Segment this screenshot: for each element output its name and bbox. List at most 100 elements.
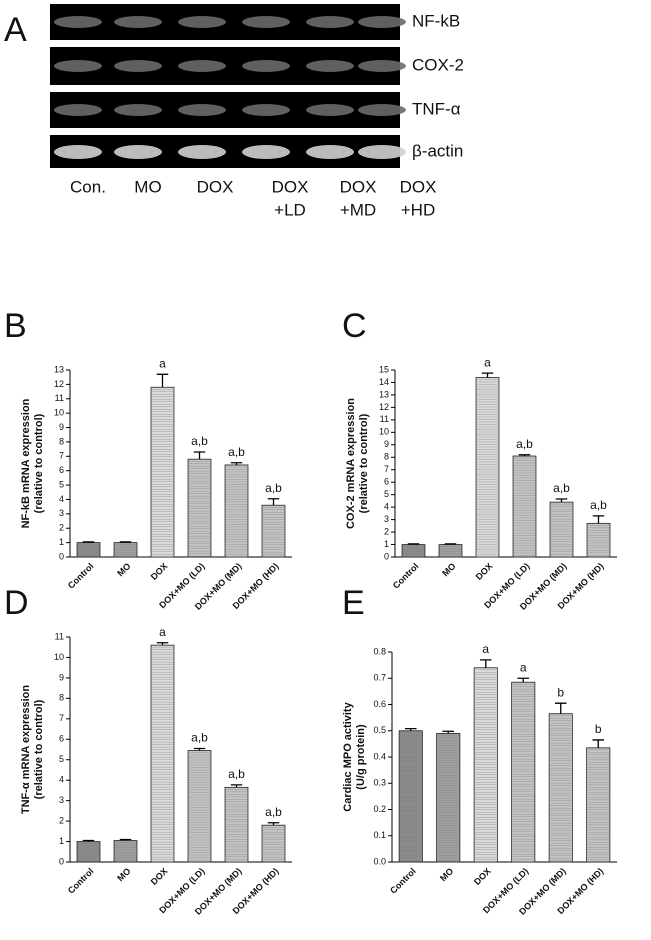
- x-tick-label: Control: [391, 561, 421, 591]
- lane-label: Con.: [70, 177, 106, 196]
- y-tick-label: 7: [384, 464, 389, 474]
- significance-label: a,b: [516, 437, 533, 451]
- significance-label: a: [159, 356, 166, 370]
- bar: [398, 730, 423, 863]
- gene-label: TNF-α: [412, 99, 461, 118]
- error-bar: [267, 498, 280, 506]
- gel-band: [242, 104, 290, 116]
- error-bar: [82, 541, 95, 543]
- significance-label: b: [595, 722, 602, 736]
- gel-image: [50, 4, 400, 168]
- significance-label: a,b: [265, 481, 282, 495]
- panel-letter: A: [4, 11, 27, 49]
- significance-label: a,b: [265, 805, 282, 819]
- x-tick-label: MO: [440, 561, 457, 578]
- panel-letter: D: [4, 584, 29, 622]
- y-tick-label: 9: [59, 422, 64, 432]
- y-tick-label: 4: [384, 502, 389, 512]
- y-tick-label: 5: [59, 754, 64, 764]
- panel-letter: E: [342, 584, 365, 622]
- y-tick-label: 13: [54, 364, 64, 374]
- error-bar: [119, 541, 132, 543]
- error-bar: [119, 838, 132, 841]
- x-tick-label: MO: [115, 561, 132, 578]
- error-bar: [407, 543, 420, 545]
- x-tick-label: Control: [66, 866, 96, 896]
- gel-band: [54, 16, 102, 28]
- gel-band: [114, 60, 162, 72]
- x-tick-label: DOX: [149, 866, 170, 887]
- significance-label: a,b: [191, 434, 208, 448]
- panel-letter: C: [342, 307, 367, 345]
- y-axis-label: NF-kB mRNA expression: [20, 398, 32, 528]
- bar: [548, 713, 573, 863]
- y-tick-label: 5: [384, 489, 389, 499]
- y-tick-label: 0.7: [373, 673, 386, 683]
- y-tick-label: 11: [55, 393, 64, 403]
- y-tick-label: 1: [59, 537, 64, 547]
- y-tick-label: 4: [59, 775, 64, 785]
- y-tick-label: 7: [59, 713, 64, 723]
- bar: [261, 504, 286, 558]
- y-tick-label: 14: [379, 377, 389, 387]
- y-axis-label: (U/g protein): [355, 724, 367, 790]
- error-bar: [193, 747, 206, 751]
- lane-label: DOX: [272, 177, 309, 196]
- gel-band: [306, 60, 354, 72]
- lane-label: +LD: [274, 200, 306, 219]
- significance-label: a,b: [590, 498, 607, 512]
- y-tick-label: 3: [384, 514, 389, 524]
- error-bar: [82, 839, 95, 842]
- gel-band: [54, 104, 102, 116]
- significance-label: a: [520, 660, 527, 674]
- y-axis-label: (relative to control): [358, 413, 370, 513]
- x-tick-label: MO: [115, 866, 132, 883]
- error-bar: [267, 822, 280, 826]
- error-bar: [555, 498, 568, 503]
- bar: [76, 841, 101, 863]
- gene-label: COX-2: [412, 55, 464, 74]
- significance-label: a,b: [553, 481, 570, 495]
- significance-label: a: [159, 625, 166, 639]
- y-tick-label: 8: [59, 693, 64, 703]
- gel-band: [242, 145, 290, 159]
- y-tick-label: 0.6: [373, 699, 386, 709]
- y-tick-label: 0.5: [373, 725, 386, 735]
- bar: [549, 501, 574, 558]
- y-tick-label: 10: [54, 408, 64, 418]
- y-tick-label: 10: [54, 652, 64, 662]
- bar: [512, 455, 537, 558]
- y-tick-label: 8: [59, 436, 64, 446]
- panel-letter: B: [4, 307, 27, 345]
- y-axis-label: TNF-α mRNA expression: [20, 685, 32, 814]
- gel-band: [54, 60, 102, 72]
- gel-band: [178, 60, 226, 72]
- error-bar: [442, 730, 455, 734]
- y-tick-label: 12: [379, 402, 389, 412]
- error-bar: [517, 677, 530, 683]
- bar: [150, 386, 175, 558]
- gel-band: [178, 104, 226, 116]
- y-tick-label: 6: [384, 477, 389, 487]
- bar: [224, 786, 249, 863]
- gel-band: [358, 145, 406, 159]
- y-tick-label: 2: [59, 815, 64, 825]
- gel-band: [178, 145, 226, 159]
- y-tick-label: 8: [384, 452, 389, 462]
- y-tick-label: 0.1: [373, 830, 386, 840]
- y-tick-label: 13: [379, 389, 389, 399]
- bar: [436, 732, 461, 863]
- x-tick-label: DOX: [149, 561, 170, 582]
- gel-band: [306, 16, 354, 28]
- gel-band: [114, 16, 162, 28]
- gel-band: [306, 104, 354, 116]
- error-bar: [518, 454, 531, 457]
- lane-label: DOX: [197, 177, 234, 196]
- significance-label: a: [482, 642, 489, 656]
- error-bar: [230, 784, 243, 788]
- y-tick-label: 10: [379, 427, 389, 437]
- y-tick-label: 11: [55, 631, 64, 641]
- gel-band: [114, 104, 162, 116]
- y-axis-label: Cardiac MPO activity: [342, 701, 354, 811]
- y-tick-label: 1: [59, 836, 64, 846]
